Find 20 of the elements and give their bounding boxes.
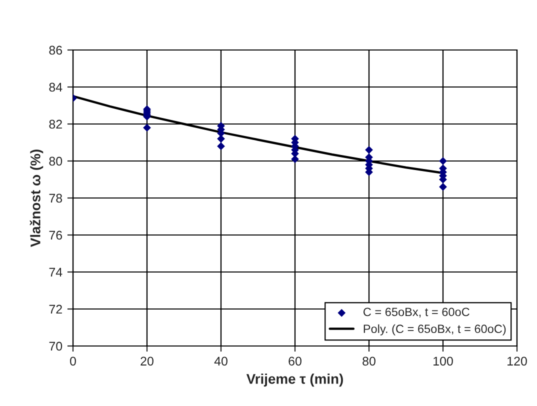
x-tick-label: 20: [140, 356, 154, 366]
y-tick-label: 72: [49, 304, 62, 314]
x-tick-label: 120: [508, 356, 527, 366]
x-tick-label: 100: [434, 356, 453, 366]
x-tick-label: 60: [288, 356, 302, 366]
x-tick-label: 40: [214, 356, 228, 366]
y-tick-label: 86: [49, 46, 62, 55]
y-tick-label: 76: [49, 230, 62, 240]
x-tick-label: 80: [362, 356, 376, 366]
y-tick-label: 70: [49, 342, 62, 351]
x-tick-label: 0: [70, 356, 76, 366]
y-tick-label: 80: [49, 156, 62, 166]
y-tick-label: 78: [49, 194, 62, 203]
y-axis-title: Vlažnost ω (%): [30, 150, 44, 247]
y-tick-label: 74: [49, 268, 62, 277]
legend-label: C = 65oBx, t = 60oC: [363, 308, 470, 318]
x-axis-title: Vrijeme τ (min): [246, 374, 343, 387]
y-tick-label: 82: [49, 120, 62, 129]
legend-label: Poly. (C = 65oBx, t = 60oC): [364, 324, 506, 336]
y-tick-label: 84: [49, 82, 62, 92]
